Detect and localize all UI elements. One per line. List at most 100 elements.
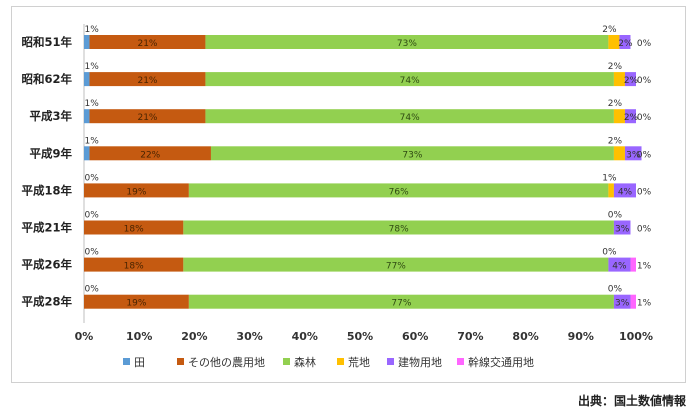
bar-segment: [630, 294, 636, 309]
data-label: 0%: [637, 187, 652, 197]
legend-swatch: [123, 358, 130, 365]
bar-segment: [183, 257, 609, 272]
category-label: 昭和62年: [21, 72, 72, 86]
x-tick-label: 60%: [402, 330, 428, 343]
data-label: 2%: [618, 39, 633, 49]
data-label: 1%: [602, 173, 617, 183]
bar-segment: [84, 220, 184, 235]
bar-segment: [183, 220, 614, 235]
data-label: 19%: [126, 299, 146, 309]
data-label: 0%: [85, 248, 100, 258]
data-label: 73%: [397, 39, 417, 49]
x-tick-label: 80%: [512, 330, 538, 343]
data-label: 78%: [389, 225, 409, 235]
data-label: 77%: [391, 299, 411, 309]
x-tick-label: 0%: [75, 330, 94, 343]
legend-swatch: [337, 358, 344, 365]
plot-area: 0% 10% 20% 30% 40% 50% 60% 70% 80% 90% 100% 昭和51年 1%…: [21, 24, 653, 343]
data-label: 76%: [389, 187, 409, 197]
data-label: 77%: [386, 262, 406, 272]
bar-segment: [84, 72, 90, 87]
data-label: 0%: [602, 248, 617, 258]
legend: 田 その他の農用地 森林 荒地 建物用地 幹線交通用地: [123, 355, 534, 369]
data-label: 4%: [618, 187, 633, 197]
bar-segment: [84, 35, 90, 49]
data-label: 1%: [637, 262, 652, 272]
x-tick-label: 90%: [568, 330, 594, 343]
legend-label: 荒地: [348, 356, 370, 369]
data-label: 2%: [608, 136, 623, 146]
data-label: 0%: [637, 113, 652, 123]
data-label: 18%: [124, 262, 144, 272]
legend-label: 森林: [294, 355, 316, 369]
bar-segment: [89, 146, 211, 161]
bar-segment: [89, 35, 206, 49]
bar-segment: [630, 257, 636, 272]
bar-segment: [613, 109, 625, 124]
bar-segment: [624, 146, 642, 161]
legend-swatch: [177, 358, 184, 365]
data-label: 0%: [637, 225, 652, 235]
data-label: 0%: [608, 211, 623, 221]
bar-segment: [188, 294, 614, 309]
bar-segment: [608, 35, 620, 49]
bar-segment: [624, 72, 636, 87]
legend-label: 田: [134, 356, 145, 369]
data-label: 3%: [615, 225, 630, 235]
x-tick-label: 40%: [292, 330, 318, 343]
data-label: 0%: [637, 76, 652, 86]
data-label: 2%: [624, 76, 639, 86]
category-label: 昭和51年: [21, 35, 72, 49]
bar-segment: [89, 109, 206, 124]
data-label: 0%: [637, 150, 652, 160]
bar-segment: [613, 294, 631, 309]
bar-segment: [613, 220, 631, 235]
data-label: 74%: [400, 113, 420, 123]
legend-label: 建物用地: [398, 355, 442, 369]
x-tick-label: 70%: [457, 330, 483, 343]
data-label: 73%: [402, 150, 422, 160]
data-label: 1%: [85, 136, 100, 146]
data-label: 0%: [608, 285, 623, 295]
data-label: 22%: [140, 150, 160, 160]
legend-label: その他の農用地: [188, 355, 265, 369]
bar-segment: [613, 183, 636, 198]
data-label: 1%: [85, 25, 100, 35]
bar-segment: [84, 294, 189, 309]
bar-segment: [84, 257, 184, 272]
data-label: 4%: [612, 262, 627, 272]
bar-segment: [613, 146, 625, 161]
bar-segment: [205, 109, 614, 124]
x-tick-label: 50%: [347, 330, 373, 343]
legend-swatch: [387, 358, 394, 365]
legend-swatch: [283, 358, 290, 365]
category-label: 平成3年: [29, 109, 72, 123]
data-label: 18%: [124, 225, 144, 235]
bar-segment: [188, 183, 609, 198]
data-label: 2%: [602, 25, 617, 35]
bar-segment: [624, 109, 636, 124]
data-label: 0%: [85, 285, 100, 295]
source-note: 出典：国土数値情報: [577, 394, 686, 408]
bar-segment: [84, 146, 90, 161]
category-label: 平成18年: [21, 183, 72, 197]
bar-segment: [619, 35, 631, 49]
data-label: 21%: [137, 39, 157, 49]
data-label: 19%: [126, 187, 146, 197]
x-tick-label: 100%: [619, 330, 653, 343]
data-label: 0%: [85, 211, 100, 221]
x-tick-label: 20%: [181, 330, 207, 343]
bar-segment: [89, 72, 206, 87]
category-label: 平成28年: [21, 295, 72, 309]
data-label: 1%: [637, 299, 652, 309]
bar-segment: [210, 146, 614, 161]
data-label: 0%: [637, 39, 652, 49]
x-tick-label: 10%: [126, 330, 152, 343]
chart-frame: [11, 6, 686, 383]
bar-segment: [613, 72, 625, 87]
x-tick-label: 30%: [236, 330, 262, 343]
data-label: 1%: [85, 99, 100, 109]
bar-segment: [608, 257, 631, 272]
data-label: 0%: [85, 173, 100, 183]
